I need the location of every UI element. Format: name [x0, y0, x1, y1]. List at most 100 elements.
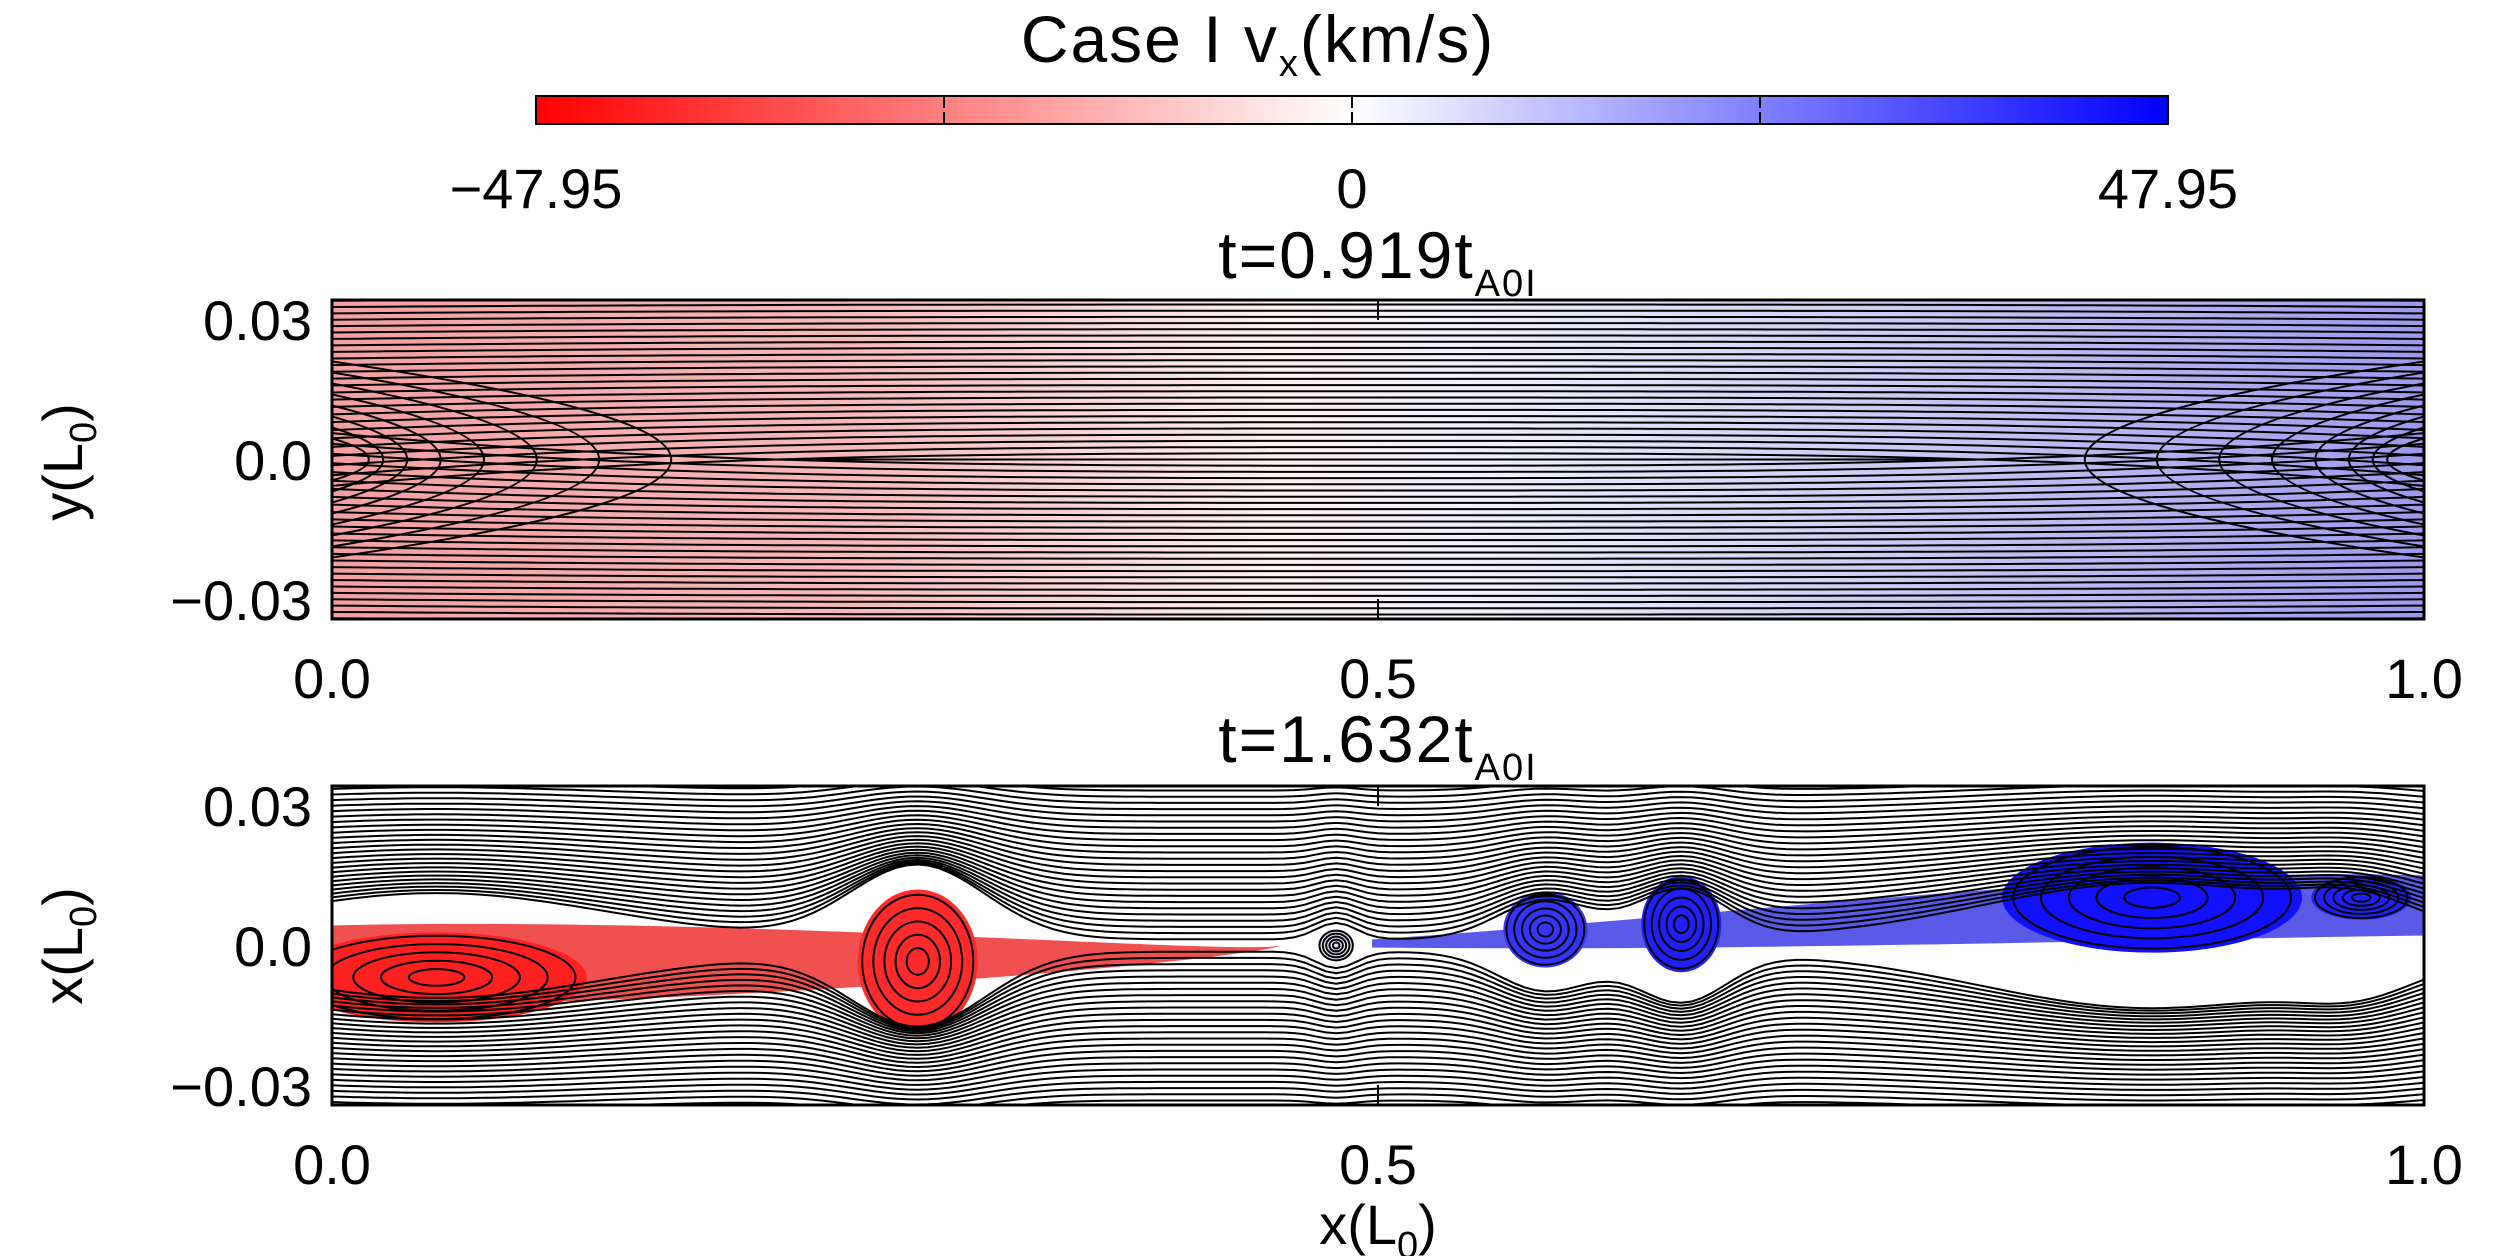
panel2-field-line [332, 822, 2424, 854]
panel1-field-line [332, 442, 2424, 473]
panel2-plasmoid-contour [1318, 929, 1354, 962]
panel2-field-line [332, 854, 2424, 910]
panel1-field-line [332, 585, 2424, 591]
panel2-field-line [332, 963, 2424, 1031]
panel1-plot [330, 298, 2426, 621]
panel1-field-line [332, 511, 2424, 523]
panel2-field-line [332, 1062, 2424, 1086]
panel1-field-line [332, 572, 2424, 579]
panel1-field-line [332, 495, 2424, 511]
panel2-field-line [332, 1031, 2424, 1064]
panel1-xtick-1: 0.5 [1339, 647, 1417, 710]
panel2-plasmoid-contour [1672, 914, 1690, 935]
panel1-outflow-contour [2314, 404, 2424, 515]
panel2-plasmoid-contour [1521, 907, 1570, 952]
panel1-outflow-contour [332, 371, 601, 548]
panel1-ytick-bottom: −0.03 [170, 569, 312, 632]
panel1-field-line [332, 384, 2424, 394]
panel1-field-line [332, 539, 2424, 548]
panel2-field-line [332, 969, 2424, 1033]
panel2-field-line [332, 1000, 2424, 1046]
panel2-field-line [332, 858, 2424, 922]
panel1-outflow-contour [332, 426, 384, 493]
panel2-title: t=1.632tA0I [1218, 702, 1537, 789]
panel2-plasmoid [857, 889, 978, 1034]
panel2-field-line [332, 805, 2424, 829]
panel2-field-line [332, 809, 2424, 835]
panel2-plasmoid-contour [2123, 886, 2181, 909]
panel1-outflow-contour [2372, 426, 2424, 493]
panel2-field-line [332, 842, 2424, 885]
panel1-outflow-contour [2218, 382, 2424, 537]
panel2-field-line [332, 1037, 2424, 1069]
panel1-outflow-contour [2386, 437, 2424, 482]
panel2-plasmoid-contour [872, 907, 964, 1016]
panel2-field-line [332, 1049, 2424, 1077]
panel1-field-line [332, 432, 2424, 467]
panel2-field-line [332, 814, 2424, 842]
panel2-plasmoid-contour [352, 951, 521, 1004]
panel1-field-line [332, 479, 2424, 498]
panel2-plasmoid-contour [1665, 905, 1698, 944]
panel2-field-line [332, 856, 2424, 916]
panel2-plasmoid-contour [1536, 921, 1555, 938]
panel2-plasmoid-contour [2350, 892, 2372, 903]
panel2-field-line [332, 950, 2424, 1028]
panel2-xtick-1: 0.5 [1339, 1133, 1417, 1196]
panel1-field-line [332, 377, 2424, 387]
panel1-field-line [332, 408, 2424, 424]
panel2-field-line [332, 851, 2424, 904]
panel2-plasmoid-contour [1658, 896, 1705, 952]
panel2-field-line [332, 1025, 2424, 1060]
panel2-plasmoid-contour [2067, 866, 2237, 930]
panel1-ytick-top: 0.03 [203, 289, 312, 352]
panel2-plasmoid-contour [1328, 938, 1344, 953]
panel1-outflow-contour [332, 415, 409, 504]
panel2-plasmoid-contour [1505, 893, 1586, 966]
panel1-outflow-contour [332, 437, 370, 482]
panel2-field-line [332, 838, 2424, 879]
panel1-outflow-contour [332, 393, 485, 526]
panel2-field-line [332, 981, 2424, 1037]
panel2-plasmoid-contour [1321, 932, 1351, 959]
panel2-field-line [332, 845, 2424, 891]
panel1-field-line [332, 579, 2424, 585]
panel1-field-line [332, 340, 2424, 347]
panel1-field-line [332, 546, 2424, 554]
panel1-field-line [332, 415, 2424, 432]
panel2-plasmoid-contour [1325, 935, 1348, 956]
panel1-field-line [332, 566, 2424, 573]
panel2-plot [330, 784, 2426, 1107]
panel2-field-line [332, 790, 2424, 811]
panel1-field-line [332, 433, 2424, 457]
panel2-field-line [332, 863, 2424, 941]
panel1-field-line [332, 452, 2424, 480]
panel1-field-line [332, 322, 2424, 328]
panel1-field-line [332, 402, 2424, 416]
panel1-field-line [332, 503, 2424, 517]
panel2-field-line [332, 1074, 2424, 1096]
panel1-ytick-mid: 0.0 [234, 429, 312, 492]
panel2-xtick-2: 1.0 [2385, 1133, 2463, 1196]
panel2-field-line [332, 1068, 2424, 1091]
panel1-field-line [332, 390, 2424, 401]
panel1-field-line [332, 439, 2424, 467]
panel2-plasmoid [1503, 891, 1588, 968]
panel1-field-line [332, 396, 2424, 408]
panel2-plasmoid-contour [407, 968, 466, 987]
panel2-field-line [332, 975, 2424, 1035]
panel2-field-line [332, 795, 2424, 817]
panel1-outflow-contour [2083, 360, 2424, 559]
panel1-field-line [332, 421, 2424, 440]
panel1-field-line [332, 346, 2424, 353]
panel2-field-line [332, 835, 2424, 873]
panel1-title: t=0.919tA0I [1218, 218, 1537, 305]
panel2-field-line [332, 1012, 2424, 1053]
panel2-field-line [332, 987, 2424, 1040]
panel1-field-line [332, 359, 2424, 367]
panel1-outflow-contour [332, 360, 673, 559]
panel2-ylabel: x(L0) [31, 887, 105, 1005]
panel2-plasmoid-contour [894, 933, 941, 990]
panel2-plasmoid-contour [1331, 941, 1341, 950]
panel2-field-line [332, 1006, 2424, 1049]
